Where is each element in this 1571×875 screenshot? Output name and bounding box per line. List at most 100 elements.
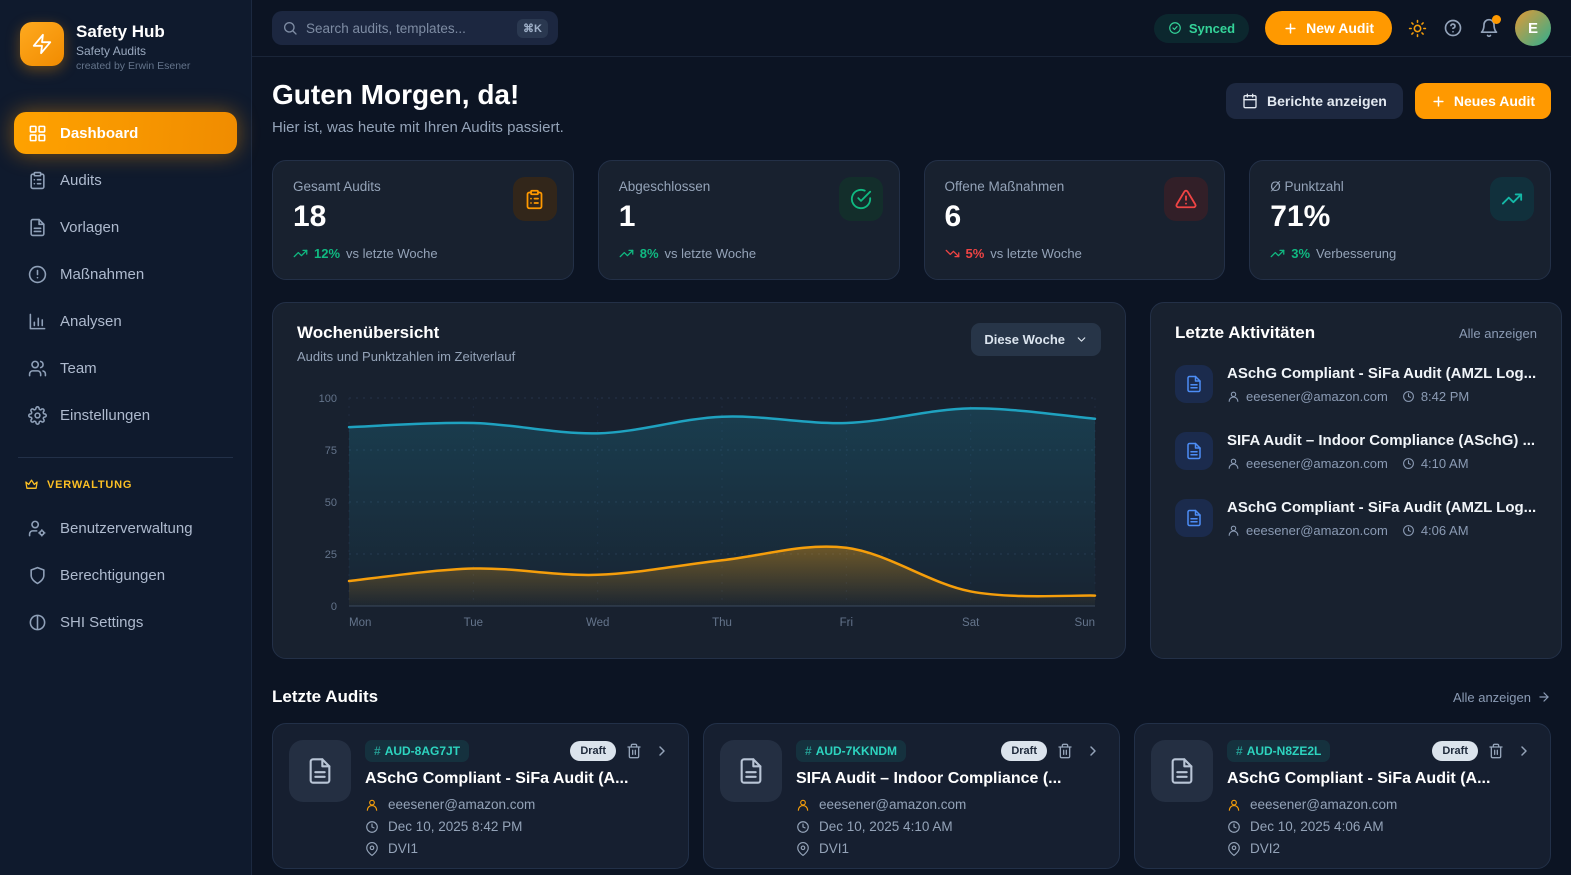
- open-audit-button[interactable]: [1083, 741, 1103, 761]
- plus-icon: [1431, 94, 1446, 109]
- activity-item[interactable]: SIFA Audit – Indoor Compliance (ASchG) .…: [1175, 432, 1537, 471]
- activities-view-all-link[interactable]: Alle anzeigen: [1458, 325, 1537, 341]
- help-button[interactable]: [1443, 18, 1463, 38]
- audit-id-badge: # AUD-8AG7JT: [365, 740, 470, 762]
- sidebar-item-label: Einstellungen: [60, 406, 151, 424]
- avatar[interactable]: E: [1515, 10, 1551, 46]
- sidebar-item-label: Audits: [60, 171, 102, 189]
- delete-audit-button[interactable]: [624, 741, 644, 761]
- sidebar-item-vorlagen[interactable]: Vorlagen: [14, 206, 237, 248]
- sidebar-item-dashboard[interactable]: Dashboard: [14, 112, 237, 154]
- sidebar-nav: Dashboard Audits Vorlagen Maßnahmen Anal…: [14, 112, 237, 643]
- notifications-button[interactable]: [1479, 15, 1501, 38]
- sidebar-item-label: Berechtigungen: [60, 566, 166, 584]
- open-audit-button[interactable]: [652, 741, 672, 761]
- sidebar: Safety Hub Safety Audits created by Erwi…: [0, 0, 252, 875]
- chevron-right-icon: [1085, 743, 1101, 759]
- clipboard-icon: [28, 171, 47, 190]
- activity-item[interactable]: ASchG Compliant - SiFa Audit (AMZL Log..…: [1175, 365, 1537, 404]
- shield-icon: [28, 566, 47, 585]
- show-reports-button[interactable]: Berichte anzeigen: [1226, 83, 1403, 119]
- user-gear-icon: [28, 519, 47, 538]
- bell-icon: [1479, 18, 1499, 38]
- audit-title: SIFA Audit – Indoor Compliance (...: [796, 770, 1062, 787]
- stat-value: 71%: [1270, 200, 1331, 233]
- stat-card-total-audits[interactable]: Gesamt Audits 18 12% vs letzte Woche: [272, 160, 574, 280]
- audits-view-all-link[interactable]: Alle anzeigen: [1453, 690, 1551, 705]
- audit-card[interactable]: # AUD-N8ZE2L Draft ASchG Compliant - SiFa…: [1134, 723, 1551, 869]
- notification-dot: [1492, 15, 1501, 24]
- search-input[interactable]: [306, 20, 510, 36]
- audit-id-badge: # AUD-7KKNDM: [796, 740, 907, 762]
- sidebar-item-shi-settings[interactable]: SHI Settings: [14, 601, 237, 643]
- trash-icon: [1488, 743, 1504, 759]
- synced-status-badge: Synced: [1153, 13, 1250, 43]
- app-logo: [20, 22, 64, 66]
- clock-icon: [1402, 524, 1415, 537]
- file-text-icon: [28, 218, 47, 237]
- search-bar[interactable]: ⌘K: [272, 11, 558, 45]
- audit-card[interactable]: # AUD-7KKNDM Draft SIFA Audit – Indoor Co…: [703, 723, 1120, 869]
- clock-icon: [365, 820, 379, 834]
- sidebar-divider: [18, 457, 233, 458]
- map-pin-icon: [796, 841, 810, 856]
- sidebar-item-berechtigungen[interactable]: Berechtigungen: [14, 554, 237, 596]
- stat-card-open-actions[interactable]: Offene Maßnahmen 6 5% vs letzte Woche: [923, 160, 1226, 280]
- activity-time: 4:10 AM: [1420, 456, 1469, 471]
- svg-text:Fri: Fri: [840, 617, 853, 629]
- user-icon: [1227, 798, 1241, 812]
- chevron-right-icon: [654, 743, 670, 759]
- trending-up-icon: [1490, 177, 1534, 221]
- svg-text:Sat: Sat: [962, 617, 980, 629]
- svg-text:Mon: Mon: [349, 617, 371, 629]
- bar-chart-icon: [28, 312, 47, 331]
- weekly-area-chart: 0 25 50 75 100 Mon Tue Wed Thu Fri Sat Sun: [319, 393, 1097, 629]
- app-credit: created by Erwin Esener: [76, 60, 191, 72]
- audit-user: eeesener@amazon.com: [388, 797, 536, 812]
- dashboard-content: Guten Morgen, da! Hier ist, was heute mi…: [252, 57, 1571, 875]
- svg-text:Wed: Wed: [586, 617, 609, 629]
- search-shortcut-badge: ⌘K: [517, 18, 548, 38]
- new-audit-button[interactable]: Neues Audit: [1414, 83, 1551, 119]
- activity-time: 4:06 AM: [1420, 523, 1469, 538]
- sidebar-item-analysen[interactable]: Analysen: [14, 300, 237, 342]
- sidebar-item-einstellungen[interactable]: Einstellungen: [14, 394, 237, 436]
- sidebar-item-massnahmen[interactable]: Maßnahmen: [14, 253, 237, 295]
- clock-icon: [1402, 457, 1415, 470]
- theme-toggle-button[interactable]: [1408, 19, 1427, 38]
- stat-value: 6: [944, 200, 962, 233]
- audit-card[interactable]: # AUD-8AG7JT Draft ASchG Compliant - SiFa…: [272, 723, 689, 869]
- delete-audit-button[interactable]: [1486, 741, 1506, 761]
- svg-text:50: 50: [325, 497, 337, 509]
- recent-activities-panel: Letzte Aktivitäten Alle anzeigen ASchG C…: [1150, 302, 1562, 659]
- stat-card-avg-score[interactable]: Ø Punktzahl 71% 3% Verbesserung: [1249, 160, 1551, 280]
- file-text-icon: [1175, 365, 1213, 403]
- range-select[interactable]: Diese Woche: [971, 323, 1101, 356]
- sidebar-item-audits[interactable]: Audits: [14, 159, 237, 201]
- users-icon: [28, 359, 47, 378]
- activity-user: eeesener@amazon.com: [1246, 389, 1388, 404]
- open-audit-button[interactable]: [1514, 741, 1534, 761]
- delete-audit-button[interactable]: [1055, 741, 1075, 761]
- clock-icon: [796, 820, 810, 834]
- audit-user: eeesener@amazon.com: [819, 797, 967, 812]
- sidebar-item-team[interactable]: Team: [14, 347, 237, 389]
- activity-title: ASchG Compliant - SiFa Audit (AMZL Log..…: [1227, 499, 1537, 516]
- sidebar-item-label: Benutzerverwaltung: [60, 519, 193, 537]
- new-audit-button-top[interactable]: New Audit: [1265, 11, 1392, 45]
- topbar: ⌘K Synced New Audit E: [252, 0, 1571, 57]
- file-text-icon: [1175, 432, 1213, 470]
- svg-text:100: 100: [319, 393, 337, 405]
- user-icon: [1227, 524, 1240, 537]
- sidebar-item-label: Vorlagen: [60, 218, 120, 236]
- clipboard-icon: [512, 177, 557, 221]
- user-icon: [796, 798, 810, 812]
- sidebar-section-verwaltung: VERWALTUNG: [14, 477, 237, 492]
- stat-card-completed[interactable]: Abgeschlossen 1 8% vs letzte Woche: [597, 160, 900, 280]
- recent-audits-grid: # AUD-8AG7JT Draft ASchG Compliant - SiFa…: [272, 723, 1551, 869]
- trending-down-icon: [945, 246, 960, 261]
- activities-title: Letzte Aktivitäten: [1175, 323, 1316, 342]
- hash-icon: #: [805, 744, 812, 758]
- sidebar-item-benutzerverwaltung[interactable]: Benutzerverwaltung: [14, 507, 237, 549]
- activity-item[interactable]: ASchG Compliant - SiFa Audit (AMZL Log..…: [1175, 499, 1537, 538]
